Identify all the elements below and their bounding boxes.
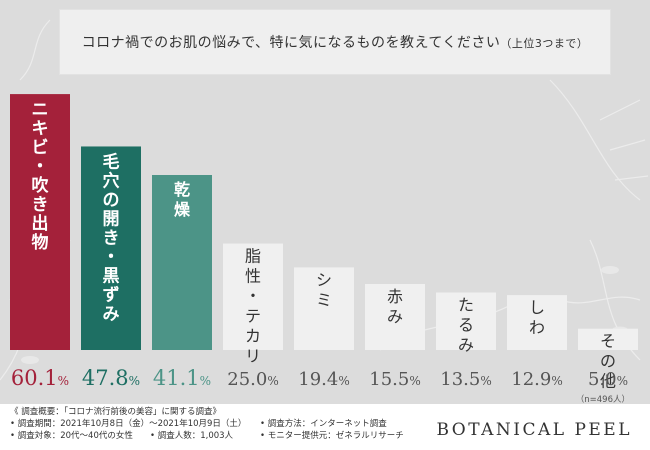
bar-value-label: 12.9% (511, 369, 562, 390)
chart-title-main: コロナ禍でのお肌の悩みで、特に気になるものを教えてください (81, 35, 501, 51)
bar-value-label: 15.5% (369, 369, 420, 390)
bar (365, 284, 425, 350)
brand-logo: BOTANICAL PEEL (436, 420, 632, 440)
footer (0, 404, 650, 450)
bar-value-label: 47.8% (82, 366, 140, 390)
bar-value-label: 60.1% (11, 366, 69, 390)
bar (152, 174, 212, 350)
bar-category-label: 赤み (387, 287, 403, 326)
bar (436, 292, 496, 350)
title-box: コロナ禍でのお肌の悩みで、特に気になるものを教えてください（上位3つまで） (60, 10, 610, 74)
bar-value-label: 19.4% (298, 369, 349, 390)
bar-category-label: 毛穴の開き・黒ずみ (103, 151, 120, 324)
bar (223, 243, 283, 350)
bar (507, 295, 567, 350)
bar-category-label: 乾燥 (174, 180, 191, 219)
bar-category-label: その他 (600, 332, 616, 391)
notes-count: • 調査人数：1,003人 (150, 431, 234, 441)
bar (578, 328, 638, 350)
notes-method: • 調査方法：インターネット調査 (260, 419, 387, 429)
bar-category-label: 脂性・テカリ (245, 247, 261, 366)
notes-target: • 調査対象：20代〜40代の女性 (10, 431, 133, 441)
bar (81, 146, 141, 350)
survey-notes: 《 調査概要：「コロナ流行前後の美容」に関する調査》 • 調査期間：2021年1… (10, 406, 404, 442)
bar (10, 94, 70, 350)
bar-category-label: シミ (316, 270, 332, 309)
chart-title: コロナ禍でのお肌の悩みで、特に気になるものを教えてください（上位3つまで） (82, 32, 589, 52)
bar-value-label: 41.1% (153, 366, 211, 390)
notes-period: • 調査期間：2021年10月8日（金）〜2021年10月9日（土） (10, 419, 247, 429)
chart-title-note: （上位3つまで） (500, 37, 589, 50)
bar (294, 267, 354, 350)
bar-value-label: 13.5% (440, 369, 491, 390)
bar-category-label: たるみ (458, 296, 474, 355)
bar-value-label: 5.0% (588, 369, 628, 390)
sample-size: （n=496人） (575, 395, 630, 405)
bar-value-label: 25.0% (227, 369, 278, 390)
bar-category-label: ニキビ・吹き出物 (32, 100, 50, 253)
notes-provider: • モニター提供元：ゼネラルリサーチ (260, 431, 404, 441)
notes-heading: 《 調査概要：「コロナ流行前後の美容」に関する調査》 (10, 407, 221, 417)
bar-category-label: しわ (529, 298, 545, 337)
